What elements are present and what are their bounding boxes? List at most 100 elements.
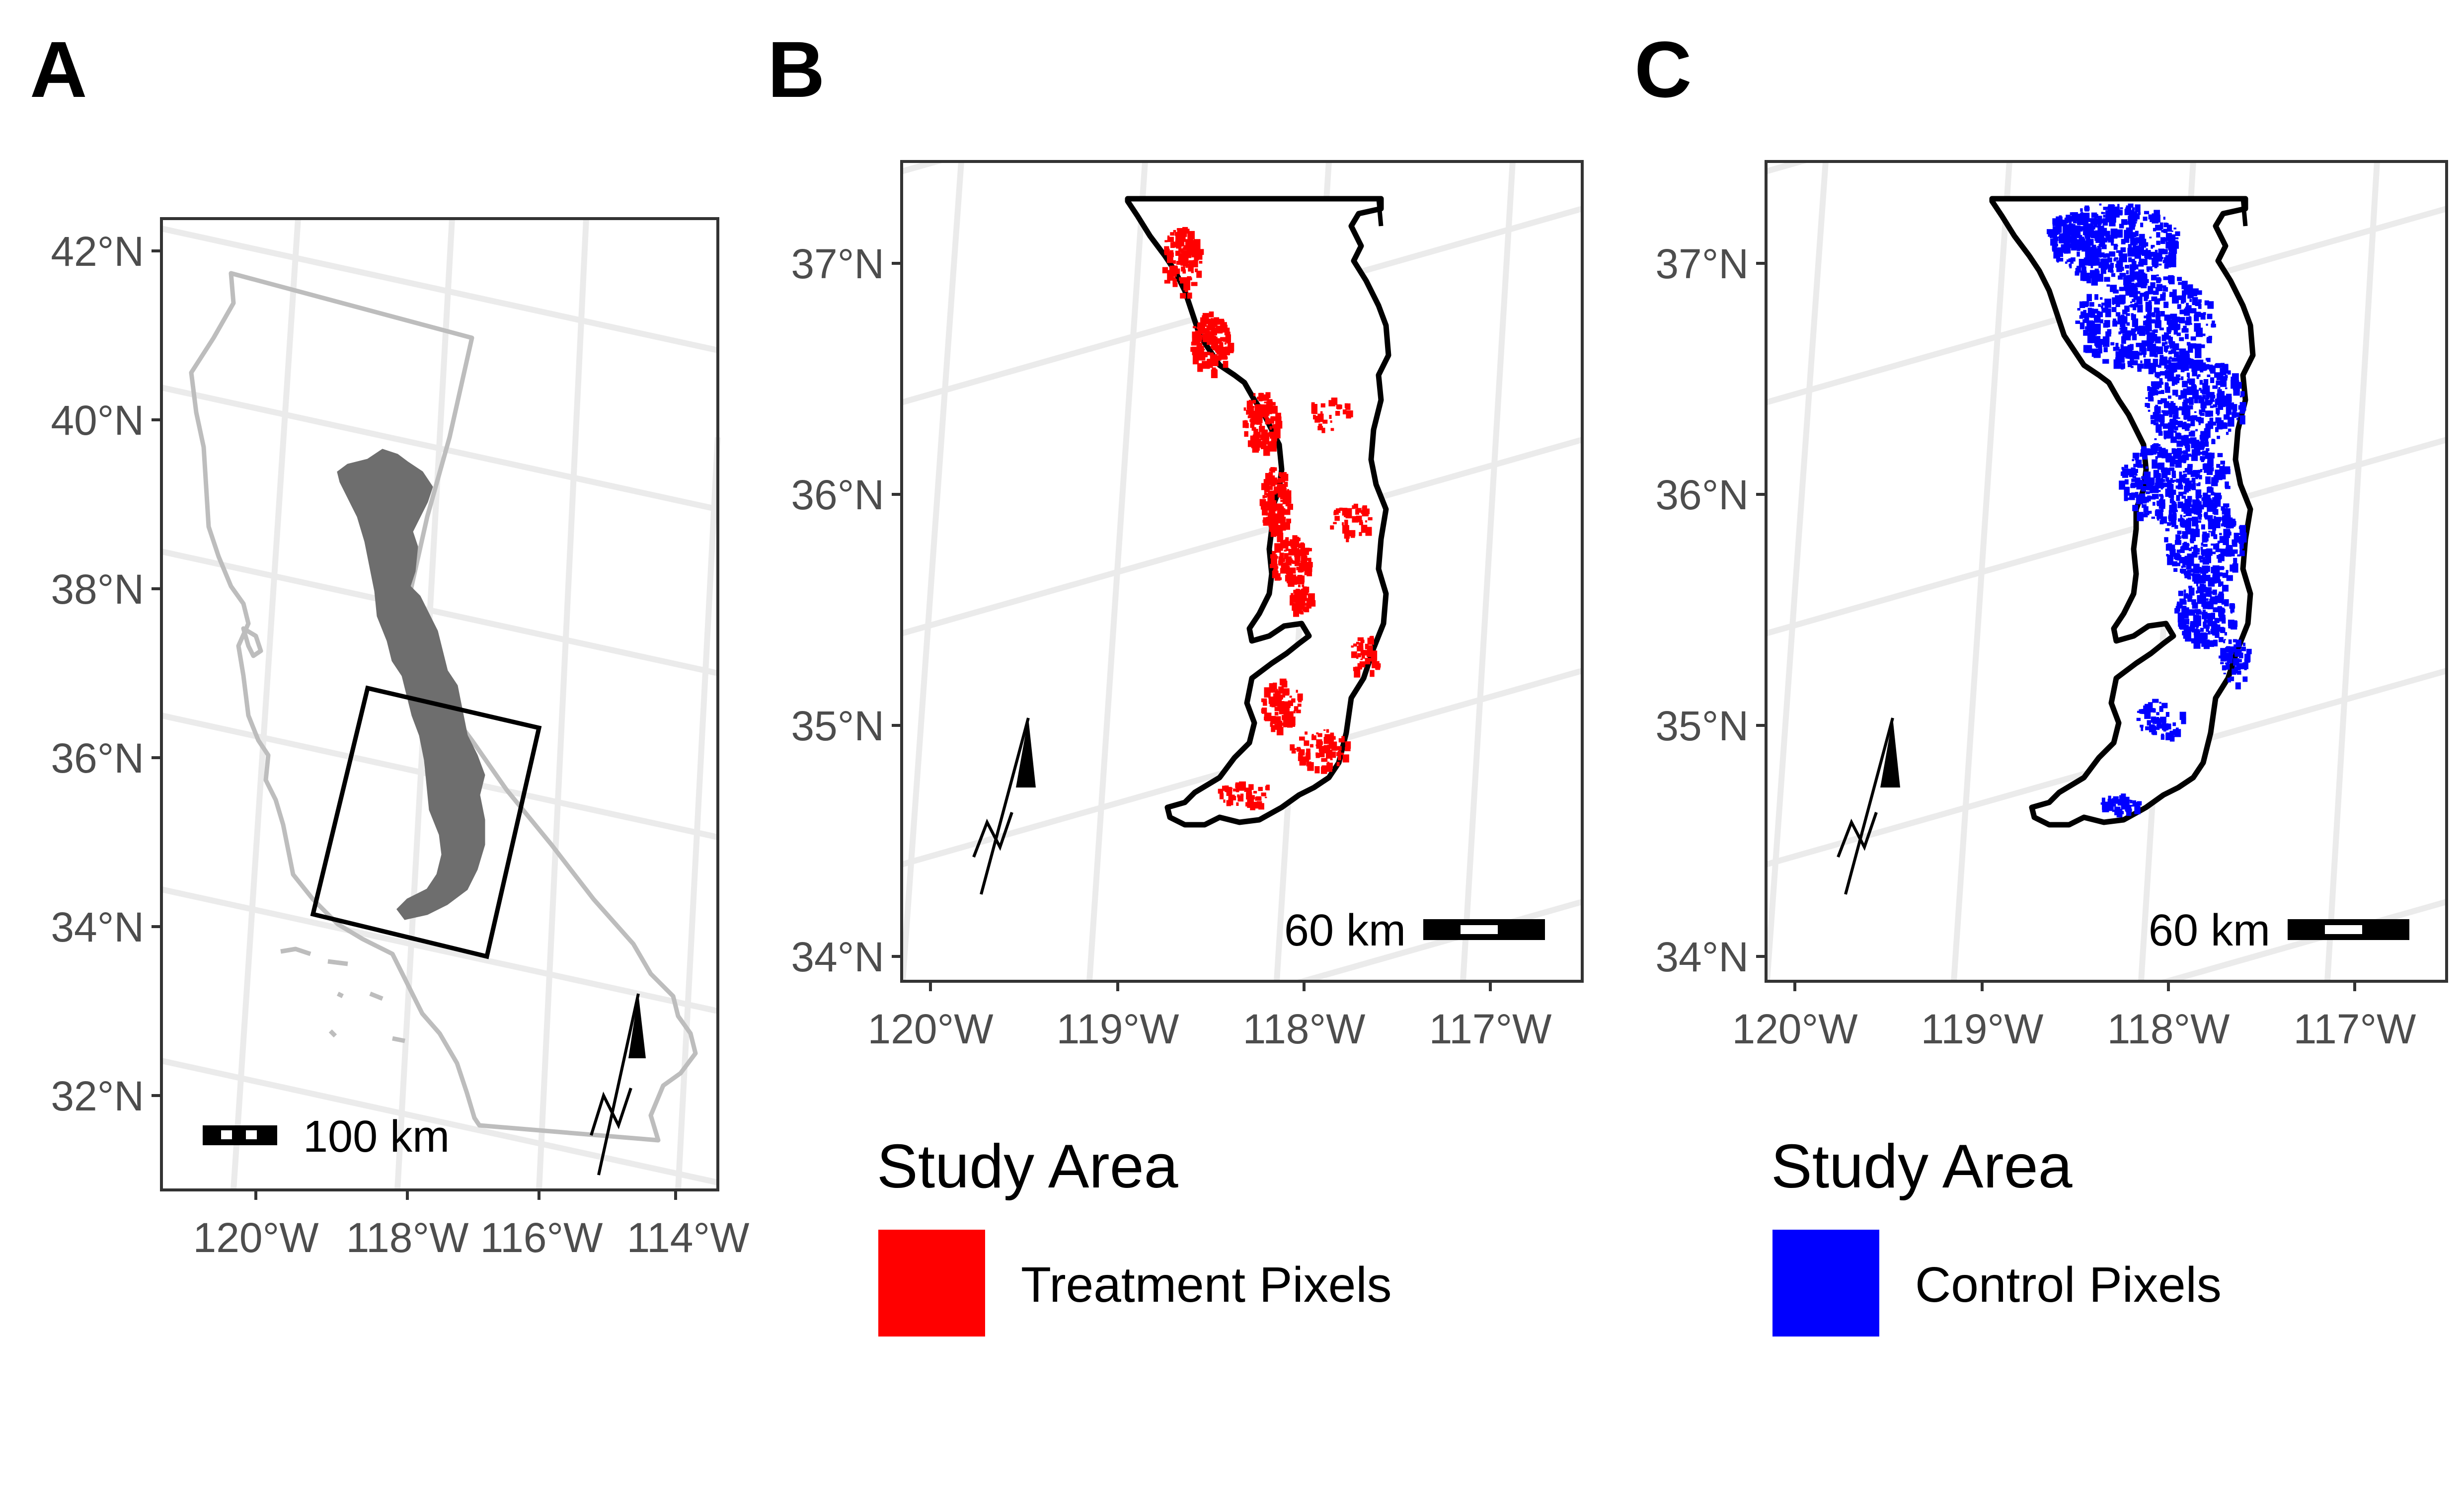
pixel-mark — [2217, 500, 2220, 503]
pixel-mark — [1219, 342, 1224, 349]
pixel-mark — [2147, 333, 2151, 339]
pixel-mark — [2167, 479, 2172, 485]
pixel-mark — [2172, 456, 2176, 458]
pixel-mark — [2233, 412, 2240, 417]
pixel-mark — [1187, 276, 1192, 280]
pixel-mark — [2166, 225, 2172, 232]
pixel-mark — [2119, 480, 2125, 490]
pixel-mark — [2201, 555, 2204, 559]
pixel-mark — [2179, 711, 2186, 720]
pixel-mark — [2130, 301, 2133, 304]
pixel-mark — [1296, 548, 1300, 551]
pixel-mark — [1277, 533, 1284, 543]
pixel-mark — [2207, 337, 2212, 343]
pixel-mark — [2178, 378, 2181, 381]
pixel-mark — [2141, 476, 2146, 479]
pixel-mark — [2219, 581, 2224, 586]
pixel-mark — [1203, 328, 1210, 333]
pixel-mark — [1274, 700, 1279, 704]
pixel-mark — [2064, 218, 2069, 224]
pixel-mark — [1320, 403, 1325, 408]
pixel-mark — [2108, 801, 2114, 806]
pixel-mark — [2213, 492, 2216, 496]
pixel-mark — [2161, 470, 2168, 478]
pixel-mark — [1221, 356, 1228, 360]
pixel-mark — [1182, 247, 1185, 250]
pixel-mark — [2225, 469, 2231, 474]
pixel-mark — [2132, 800, 2137, 805]
pixel-mark — [2141, 340, 2148, 347]
pixel-mark — [2193, 617, 2199, 623]
pixel-mark — [2101, 306, 2104, 309]
pixel-mark — [2235, 389, 2239, 395]
pixel-mark — [1244, 431, 1248, 437]
pixel-mark — [1215, 345, 1219, 352]
panel-b-pixels — [1162, 227, 1381, 810]
pixel-mark — [2177, 407, 2180, 411]
pixel-mark — [1339, 507, 1343, 511]
pixel-mark — [2174, 426, 2178, 431]
pixel-mark — [2095, 237, 2101, 243]
pixel-mark — [2190, 573, 2195, 576]
pixel-mark — [2143, 506, 2149, 512]
pixel-mark — [1224, 342, 1227, 345]
pixel-mark — [2097, 270, 2099, 274]
pixel-mark — [2202, 556, 2206, 560]
pixel-mark — [2235, 641, 2239, 646]
pixel-mark — [2228, 530, 2231, 533]
pixel-mark — [2200, 412, 2205, 416]
panel-b-x-axis: 120°W 119°W 118°W 117°W — [867, 981, 1551, 1052]
pixel-mark — [2113, 289, 2119, 294]
pixel-mark — [2131, 314, 2136, 320]
pixel-mark — [1270, 563, 1276, 568]
pixel-mark — [1211, 345, 1214, 349]
pixel-mark — [2113, 346, 2120, 351]
pixel-mark — [2103, 347, 2108, 352]
pixel-mark — [2083, 329, 2089, 336]
pixel-mark — [2165, 335, 2171, 340]
pixel-mark — [2150, 343, 2156, 350]
pixel-mark — [2154, 298, 2160, 305]
pixel-mark — [2134, 268, 2136, 271]
panel-c-scale-label: 60 km — [2149, 906, 2270, 955]
pixel-mark — [2079, 301, 2085, 308]
pixel-mark — [2168, 350, 2172, 354]
pixel-mark — [2167, 522, 2171, 526]
pixel-mark — [2173, 328, 2178, 335]
pixel-mark — [2157, 365, 2161, 368]
panel-b-frame — [900, 160, 1584, 983]
pixel-mark — [2112, 809, 2115, 812]
pixel-mark — [2194, 411, 2197, 413]
pixel-mark — [1269, 699, 1275, 707]
pixel-mark — [2215, 470, 2221, 476]
pixel-mark — [2165, 349, 2167, 353]
pixel-mark — [1297, 553, 1301, 558]
pixel-mark — [1274, 491, 1276, 493]
pixel-mark — [2238, 533, 2242, 535]
pixel-mark — [2155, 225, 2162, 231]
pixel-mark — [1280, 500, 1283, 502]
pixel-mark — [2092, 226, 2095, 230]
pixel-mark — [2201, 524, 2205, 530]
pixel-mark — [1276, 689, 1278, 692]
pixel-mark — [1276, 703, 1279, 706]
pixel-mark — [2163, 469, 2166, 472]
pixel-mark — [1331, 751, 1336, 758]
pixel-mark — [1263, 479, 1269, 486]
pixel-mark — [2209, 453, 2215, 459]
pixel-mark — [2172, 390, 2178, 395]
pixel-mark — [2052, 234, 2057, 238]
pixel-mark — [2084, 220, 2088, 224]
pixel-mark — [2236, 417, 2239, 420]
pixel-mark — [2225, 481, 2229, 488]
pixel-mark — [2130, 800, 2133, 803]
pixel-mark — [2204, 553, 2209, 558]
pixel-mark — [1297, 693, 1303, 701]
pixel-mark — [1253, 393, 1256, 396]
pixel-mark — [2131, 478, 2136, 482]
pixel-mark — [2186, 342, 2191, 346]
pixel-mark — [2214, 517, 2217, 522]
pixel-mark — [2203, 566, 2207, 569]
panel-c-x-axis: 120°W 119°W 118°W 117°W — [1732, 981, 2416, 1052]
pixel-mark — [2128, 214, 2136, 226]
